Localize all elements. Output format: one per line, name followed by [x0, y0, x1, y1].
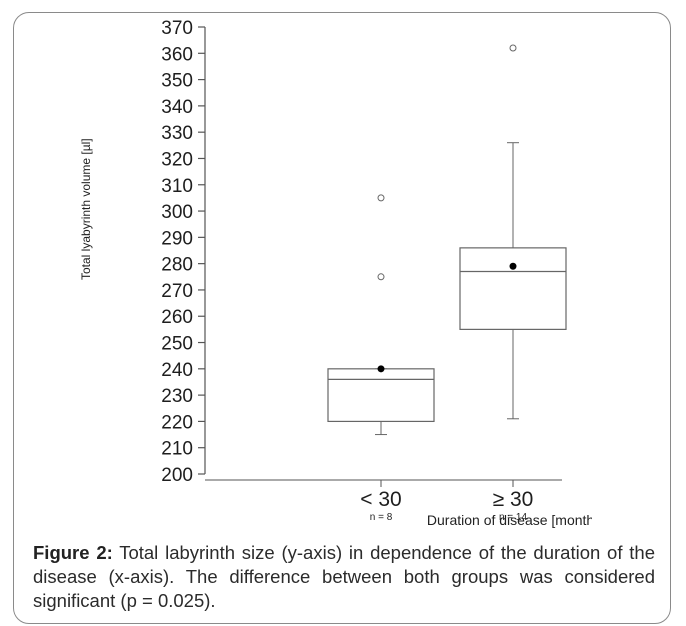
group-label: < 30 — [360, 488, 401, 511]
y-tick-label: 290 — [161, 228, 193, 249]
outlier-point — [509, 44, 517, 52]
group-n-label: n = 8 — [370, 512, 393, 523]
y-tick-label: 210 — [161, 439, 193, 460]
y-tick-label: 230 — [161, 386, 193, 407]
box-iqr — [459, 247, 567, 330]
y-tick-label: 200 — [161, 465, 193, 486]
caption-label: Figure 2: — [33, 542, 113, 563]
y-tick-label: 240 — [161, 360, 193, 381]
group-n-label: n = 14 — [499, 512, 528, 523]
x-axis-label: Duration of disease [months] — [427, 512, 592, 528]
y-tick-label: 330 — [161, 123, 193, 144]
box-plot-figure: 200 210 220 230 240 250 260 270 280 290 300 310 320 3… — [72, 18, 605, 528]
y-tick-label: 310 — [161, 176, 193, 197]
y-tick-label: 300 — [161, 202, 193, 223]
y-tick-label: 320 — [161, 149, 193, 170]
y-tick-label: 350 — [161, 71, 193, 92]
y-tick-label: 250 — [161, 334, 193, 355]
figure-caption: Figure 2: Total labyrinth size (y-axis) … — [33, 541, 655, 613]
y-tick-label: 260 — [161, 307, 193, 328]
group-label: ≥ 30 — [493, 488, 534, 511]
y-tick-label: 360 — [161, 44, 193, 65]
caption-text: Total labyrinth size (y-axis) in depende… — [33, 542, 655, 611]
y-axis-label: Total lyabyrinth volume [µl] — [79, 138, 93, 280]
y-tick-label: 370 — [161, 18, 193, 39]
box-plot-svg: 200 210 220 230 240 250 260 270 280 290 300 310 320 3… — [79, 18, 605, 528]
y-tick-label: 340 — [161, 97, 193, 118]
mean-point — [377, 365, 385, 373]
outlier-point — [377, 194, 385, 202]
outlier-point — [377, 273, 385, 281]
box-iqr — [327, 368, 435, 423]
y-tick-label: 280 — [161, 255, 193, 276]
y-tick-label: 270 — [161, 281, 193, 302]
mean-point — [509, 262, 517, 270]
y-tick-label: 220 — [161, 412, 193, 433]
